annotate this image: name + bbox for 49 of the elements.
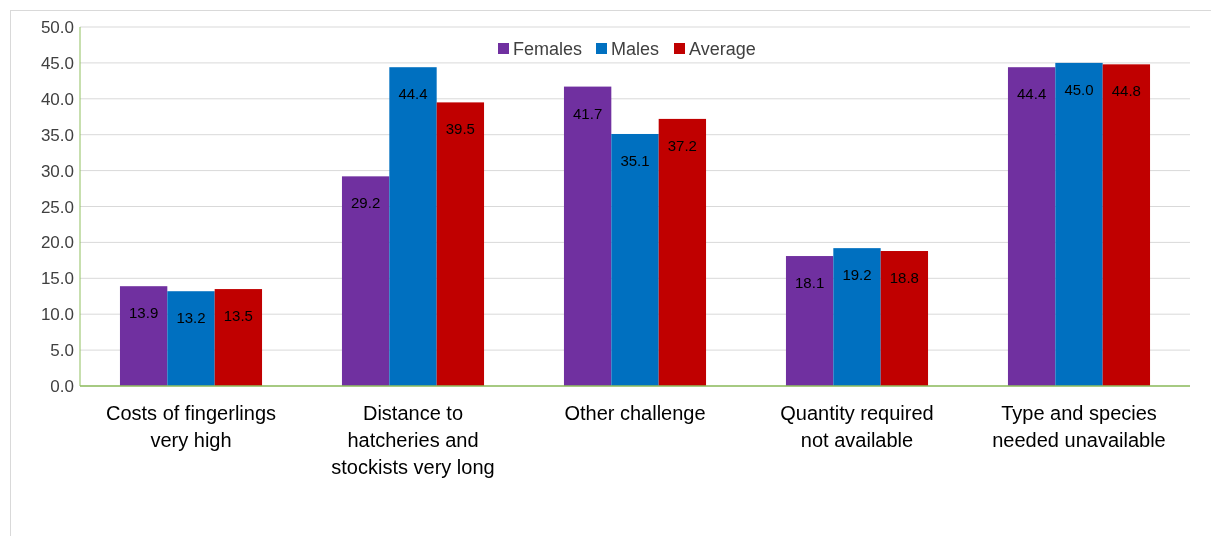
data-label: 18.1	[795, 274, 825, 292]
y-tick-label: 10.0	[40, 305, 74, 325]
data-label: 13.5	[223, 307, 253, 325]
bar	[611, 133, 659, 386]
bar	[658, 118, 707, 386]
bar	[563, 86, 612, 386]
y-tick-label: 35.0	[40, 125, 74, 145]
bar	[1055, 62, 1103, 386]
x-tick-label: Distance to hatcheries and stockists very long	[331, 402, 495, 478]
data-label: 44.8	[1111, 82, 1141, 100]
bar	[341, 176, 390, 386]
x-tick-label: Quantity required not available	[780, 402, 934, 451]
bar	[436, 102, 485, 386]
data-label: 41.7	[573, 104, 603, 122]
legend-label: Females	[513, 39, 583, 59]
y-tick-label: 20.0	[40, 233, 74, 253]
y-tick-label: 50.0	[40, 18, 74, 37]
y-tick-label: 30.0	[40, 161, 74, 181]
x-tick-label: Costs of fingerlings very high	[105, 402, 277, 451]
y-tick-label: 45.0	[40, 53, 74, 73]
data-label: 45.0	[1064, 80, 1094, 98]
data-label: 35.1	[620, 151, 650, 169]
bar	[214, 289, 263, 386]
data-label: 19.2	[842, 266, 872, 284]
data-label: 37.2	[667, 136, 697, 154]
data-label: 44.4	[398, 85, 428, 103]
legend-label: Average	[689, 39, 756, 59]
y-tick-label: 15.0	[40, 269, 74, 289]
y-tick-label: 5.0	[50, 341, 74, 361]
x-tick-label: Other challenge	[564, 402, 706, 424]
bar	[167, 291, 215, 386]
data-label: 29.2	[351, 194, 381, 212]
y-tick-label: 0.0	[50, 377, 74, 396]
data-label: 13.9	[129, 304, 159, 322]
y-tick-label: 25.0	[40, 197, 74, 217]
data-label: 44.4	[1017, 85, 1047, 103]
bar	[389, 67, 437, 386]
data-label: 39.5	[445, 120, 475, 138]
data-label: 18.8	[889, 269, 919, 287]
bar	[785, 256, 834, 386]
data-label: 13.2	[176, 309, 206, 327]
y-tick-label: 40.0	[40, 89, 74, 109]
bar	[1102, 64, 1151, 386]
bar	[1007, 67, 1056, 386]
bar	[880, 251, 929, 386]
bar	[119, 286, 168, 386]
x-tick-label: Type and species needed unavailable	[992, 402, 1166, 451]
bar	[833, 248, 881, 386]
legend-label: Males	[611, 39, 660, 59]
